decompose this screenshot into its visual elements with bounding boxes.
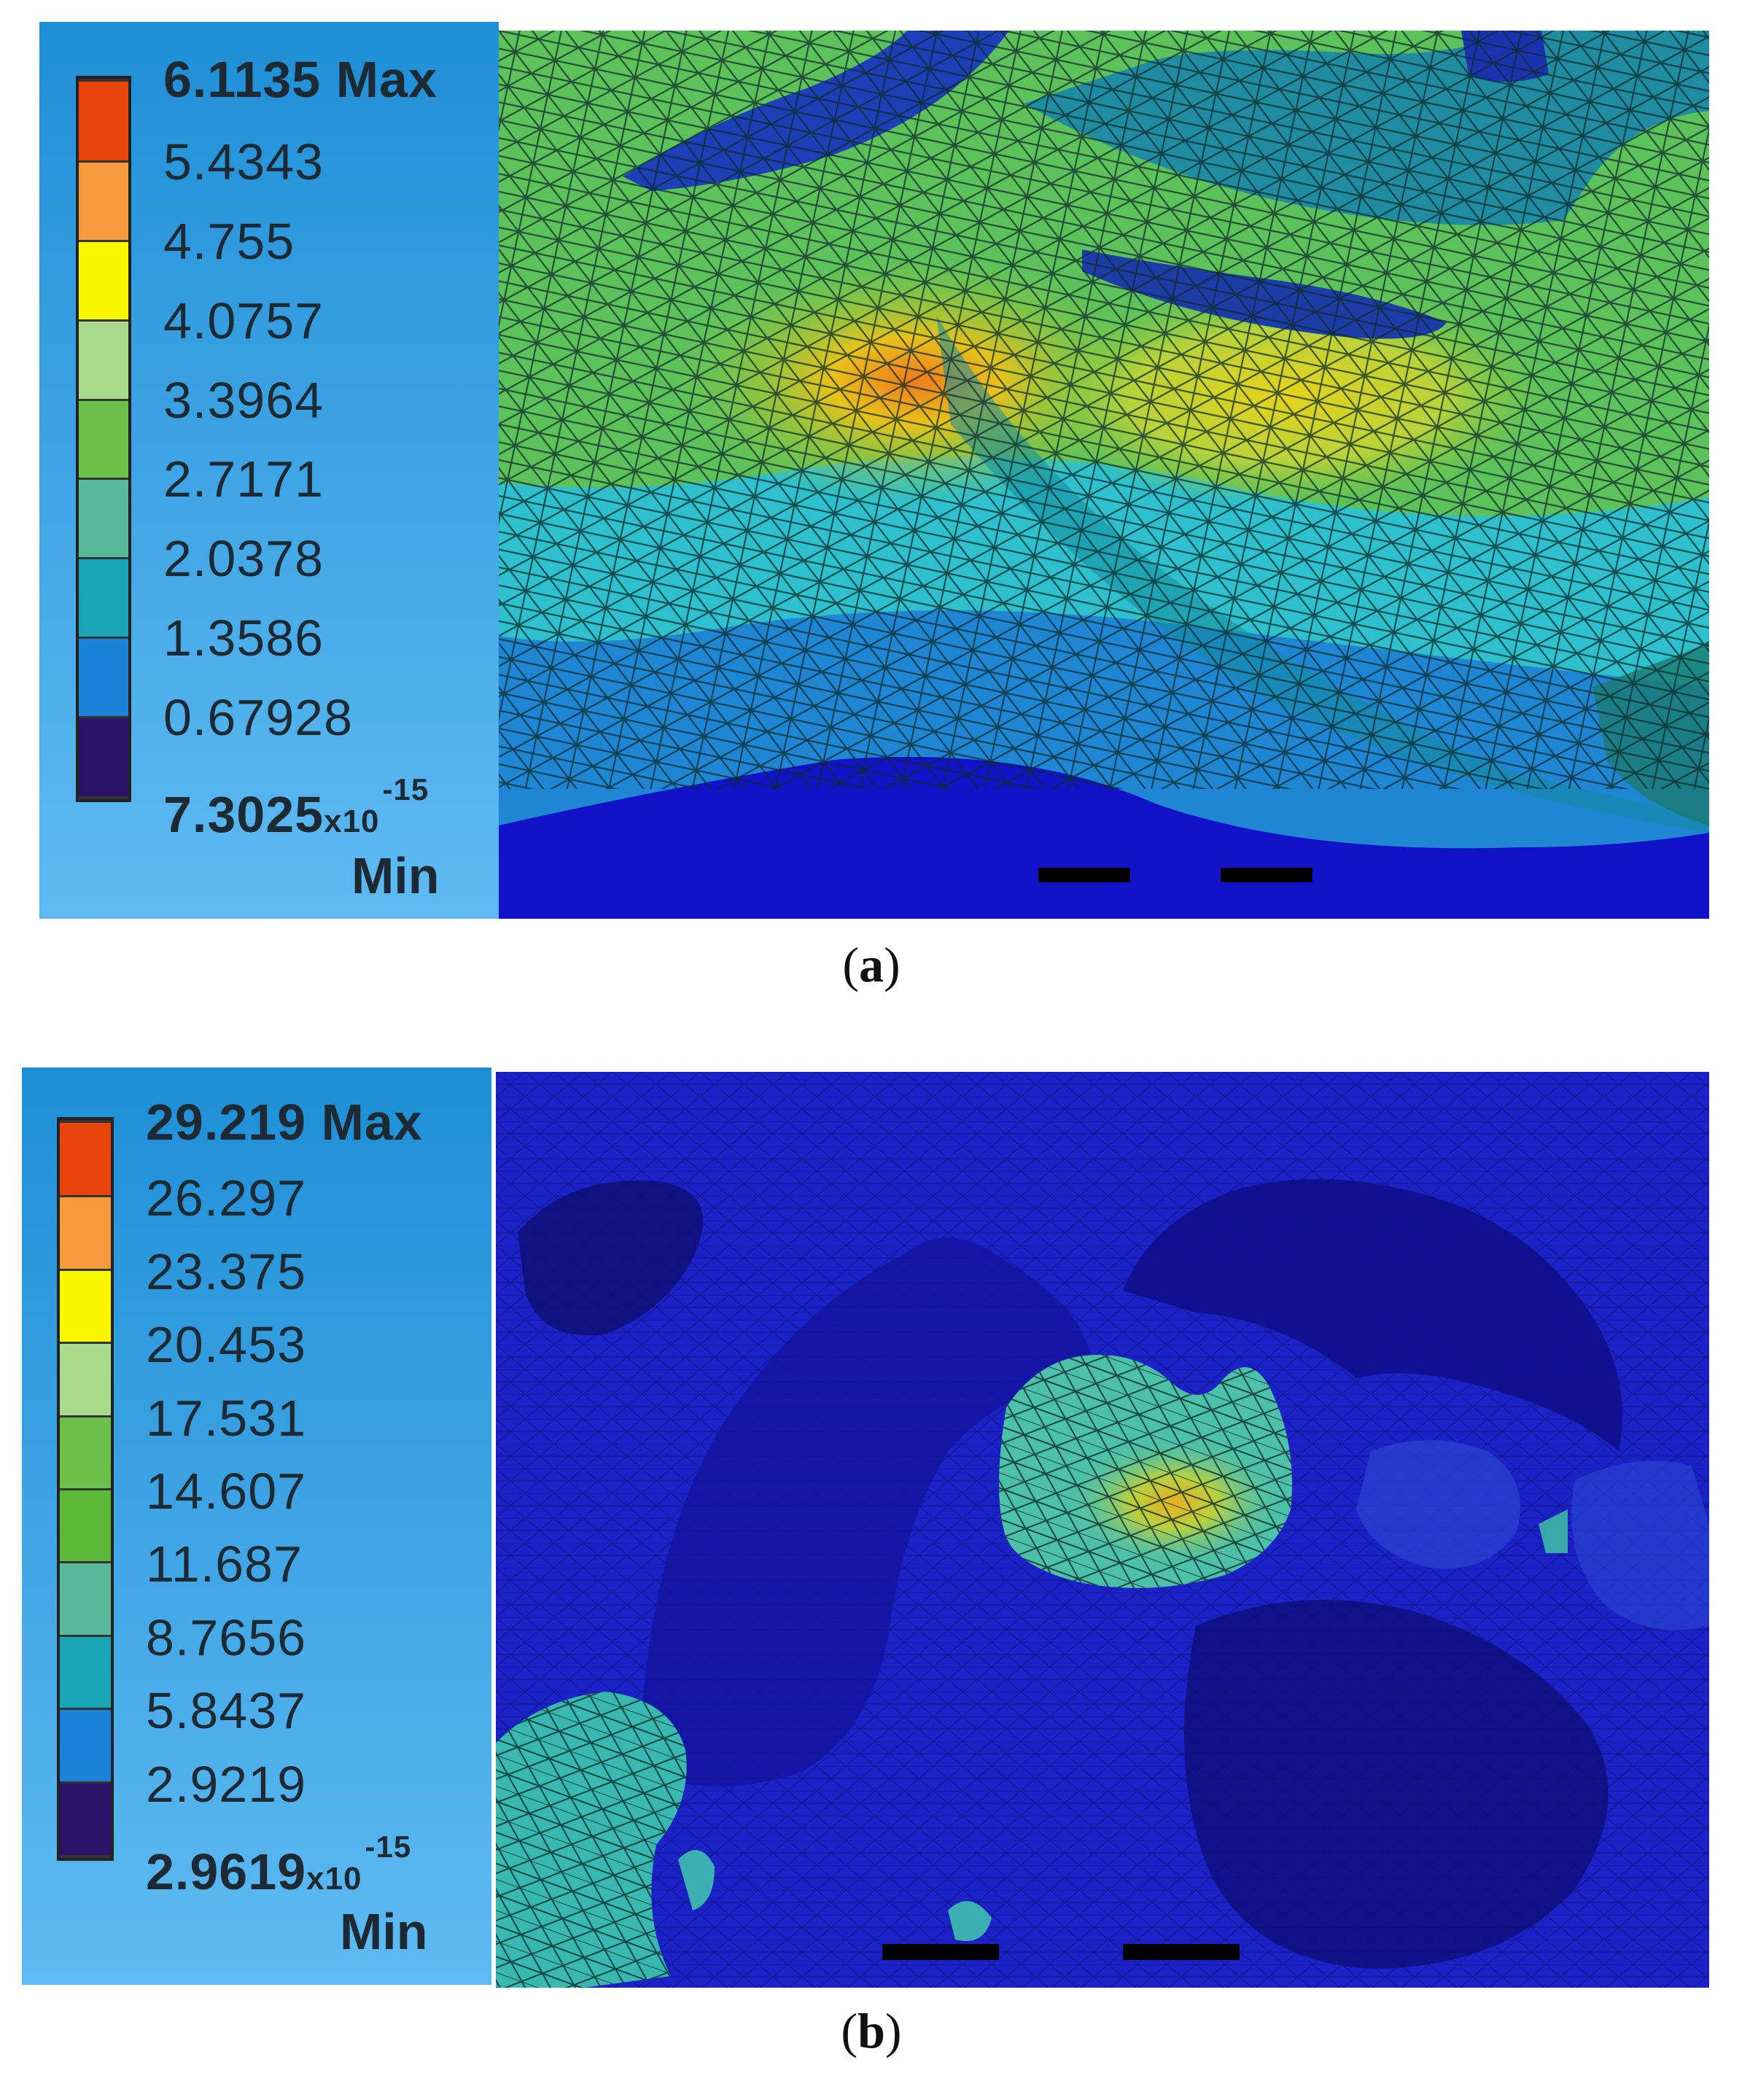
colorbar-divider	[79, 240, 128, 242]
legend-value-label: 11.687	[146, 1539, 303, 1590]
colorbar-divider	[60, 1488, 111, 1490]
colorbar-divider	[79, 637, 128, 639]
colorbar-divider	[60, 1195, 111, 1197]
colorbar-divider	[60, 1342, 111, 1344]
colorbar-swatch-9	[79, 717, 128, 796]
colorbar-swatch-2	[79, 161, 128, 241]
colorbar-divider	[79, 557, 128, 559]
colorbar-swatch-10	[60, 1782, 111, 1855]
colorbar-swatch-1	[60, 1123, 111, 1196]
colorbar-divider	[79, 160, 128, 163]
legend-a-min-suffix: Min	[351, 850, 440, 901]
legend-value-label: 2.7171	[163, 454, 324, 505]
legend-value-label: 0.67928	[163, 692, 353, 743]
mesh-image-a	[499, 31, 1709, 919]
colorbar-swatch-6	[60, 1489, 111, 1562]
colorbar-b	[57, 1117, 114, 1861]
colorbar-swatch-8	[79, 637, 128, 717]
colorbar-divider	[79, 716, 128, 718]
colorbar-swatch-5	[79, 400, 128, 479]
legend-a-min-mantissa: 7.3025	[163, 786, 324, 843]
legend-value-label: 5.4343	[163, 136, 324, 187]
legend-a-max-label: 6.1135 Max	[163, 54, 438, 105]
legend-value-label: 2.0378	[163, 533, 324, 584]
legend-b-min-suffix: Min	[340, 1906, 428, 1957]
legend-b: 29.219 Max 26.297 23.375 20.453 17.531 14.60…	[22, 1068, 491, 1985]
legend-value-label: 8.7656	[146, 1612, 306, 1663]
colorbar-swatch-3	[79, 241, 128, 320]
colorbar-divider	[60, 1708, 111, 1710]
colorbar-divider	[60, 1415, 111, 1418]
legend-b-min-label: 2.9619x10-15	[146, 1846, 411, 1897]
caption-a: (a)	[798, 936, 944, 994]
colorbar-divider	[79, 399, 128, 401]
mesh-image-b	[496, 1072, 1709, 1988]
colorbar-divider	[79, 319, 128, 322]
legend-value-label: 17.531	[146, 1393, 306, 1444]
legend-a-min-label: 7.3025x10-15	[163, 789, 429, 840]
legend-b-min-mantissa: 2.9619	[146, 1843, 306, 1900]
colorbar-swatch-2	[60, 1196, 111, 1269]
colorbar-swatch-7	[79, 558, 128, 637]
colorbar-a	[76, 76, 131, 802]
legend-a-max-value: 6.1135	[163, 51, 321, 108]
colorbar-swatch-4	[79, 320, 128, 400]
colorbar-divider	[60, 1781, 111, 1784]
caption-b: (b)	[798, 2002, 944, 2060]
legend-value-label: 4.0757	[163, 295, 324, 346]
legend-value-label: 26.297	[146, 1172, 306, 1224]
legend-value-label: 4.755	[163, 216, 295, 267]
colorbar-swatch-6	[79, 478, 128, 558]
legend-a-max-suffix: Max	[336, 51, 438, 108]
colorbar-swatch-9	[60, 1708, 111, 1781]
legend-a: 6.1135 Max 5.4343 4.755 4.0757 3.3964 2.7171…	[39, 22, 499, 919]
colorbar-swatch-4	[60, 1342, 111, 1415]
legend-value-label: 3.3964	[163, 375, 324, 426]
legend-a-min-exponent: -15	[383, 772, 429, 806]
colorbar-swatch-1	[79, 82, 128, 161]
legend-value-label: 14.607	[146, 1466, 306, 1517]
legend-value-label: 1.3586	[163, 612, 324, 664]
legend-value-label: 5.8437	[146, 1685, 306, 1736]
legend-value-label: 2.9219	[146, 1759, 306, 1810]
colorbar-swatch-5	[60, 1416, 111, 1489]
legend-b-min-times: x10	[306, 1861, 362, 1897]
legend-value-label: 20.453	[146, 1319, 306, 1370]
colorbar-divider	[60, 1635, 111, 1637]
colorbar-swatch-3	[60, 1269, 111, 1342]
colorbar-divider	[60, 1561, 111, 1563]
legend-b-min-exponent: -15	[365, 1829, 412, 1864]
legend-b-max-suffix: Max	[322, 1094, 423, 1151]
legend-a-min-times: x10	[324, 804, 379, 839]
legend-b-max-label: 29.219 Max	[146, 1097, 423, 1148]
legend-b-max-value: 29.219	[146, 1094, 306, 1151]
colorbar-swatch-8	[60, 1636, 111, 1708]
colorbar-bottom-cap	[79, 796, 128, 799]
colorbar-divider	[60, 1269, 111, 1271]
legend-value-label: 23.375	[146, 1246, 306, 1297]
colorbar-bottom-cap	[60, 1855, 111, 1858]
colorbar-swatch-7	[60, 1562, 111, 1635]
colorbar-divider	[79, 478, 128, 480]
caption-a-letter: a	[859, 937, 884, 992]
caption-b-letter: b	[858, 2003, 885, 2058]
